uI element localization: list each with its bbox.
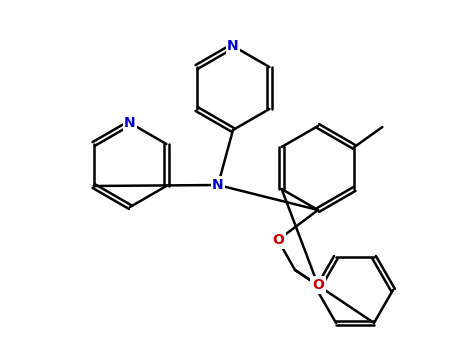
Text: O: O — [312, 278, 324, 292]
Text: O: O — [272, 233, 284, 247]
Text: N: N — [227, 39, 239, 53]
Text: N: N — [212, 178, 224, 192]
Text: N: N — [124, 116, 136, 130]
